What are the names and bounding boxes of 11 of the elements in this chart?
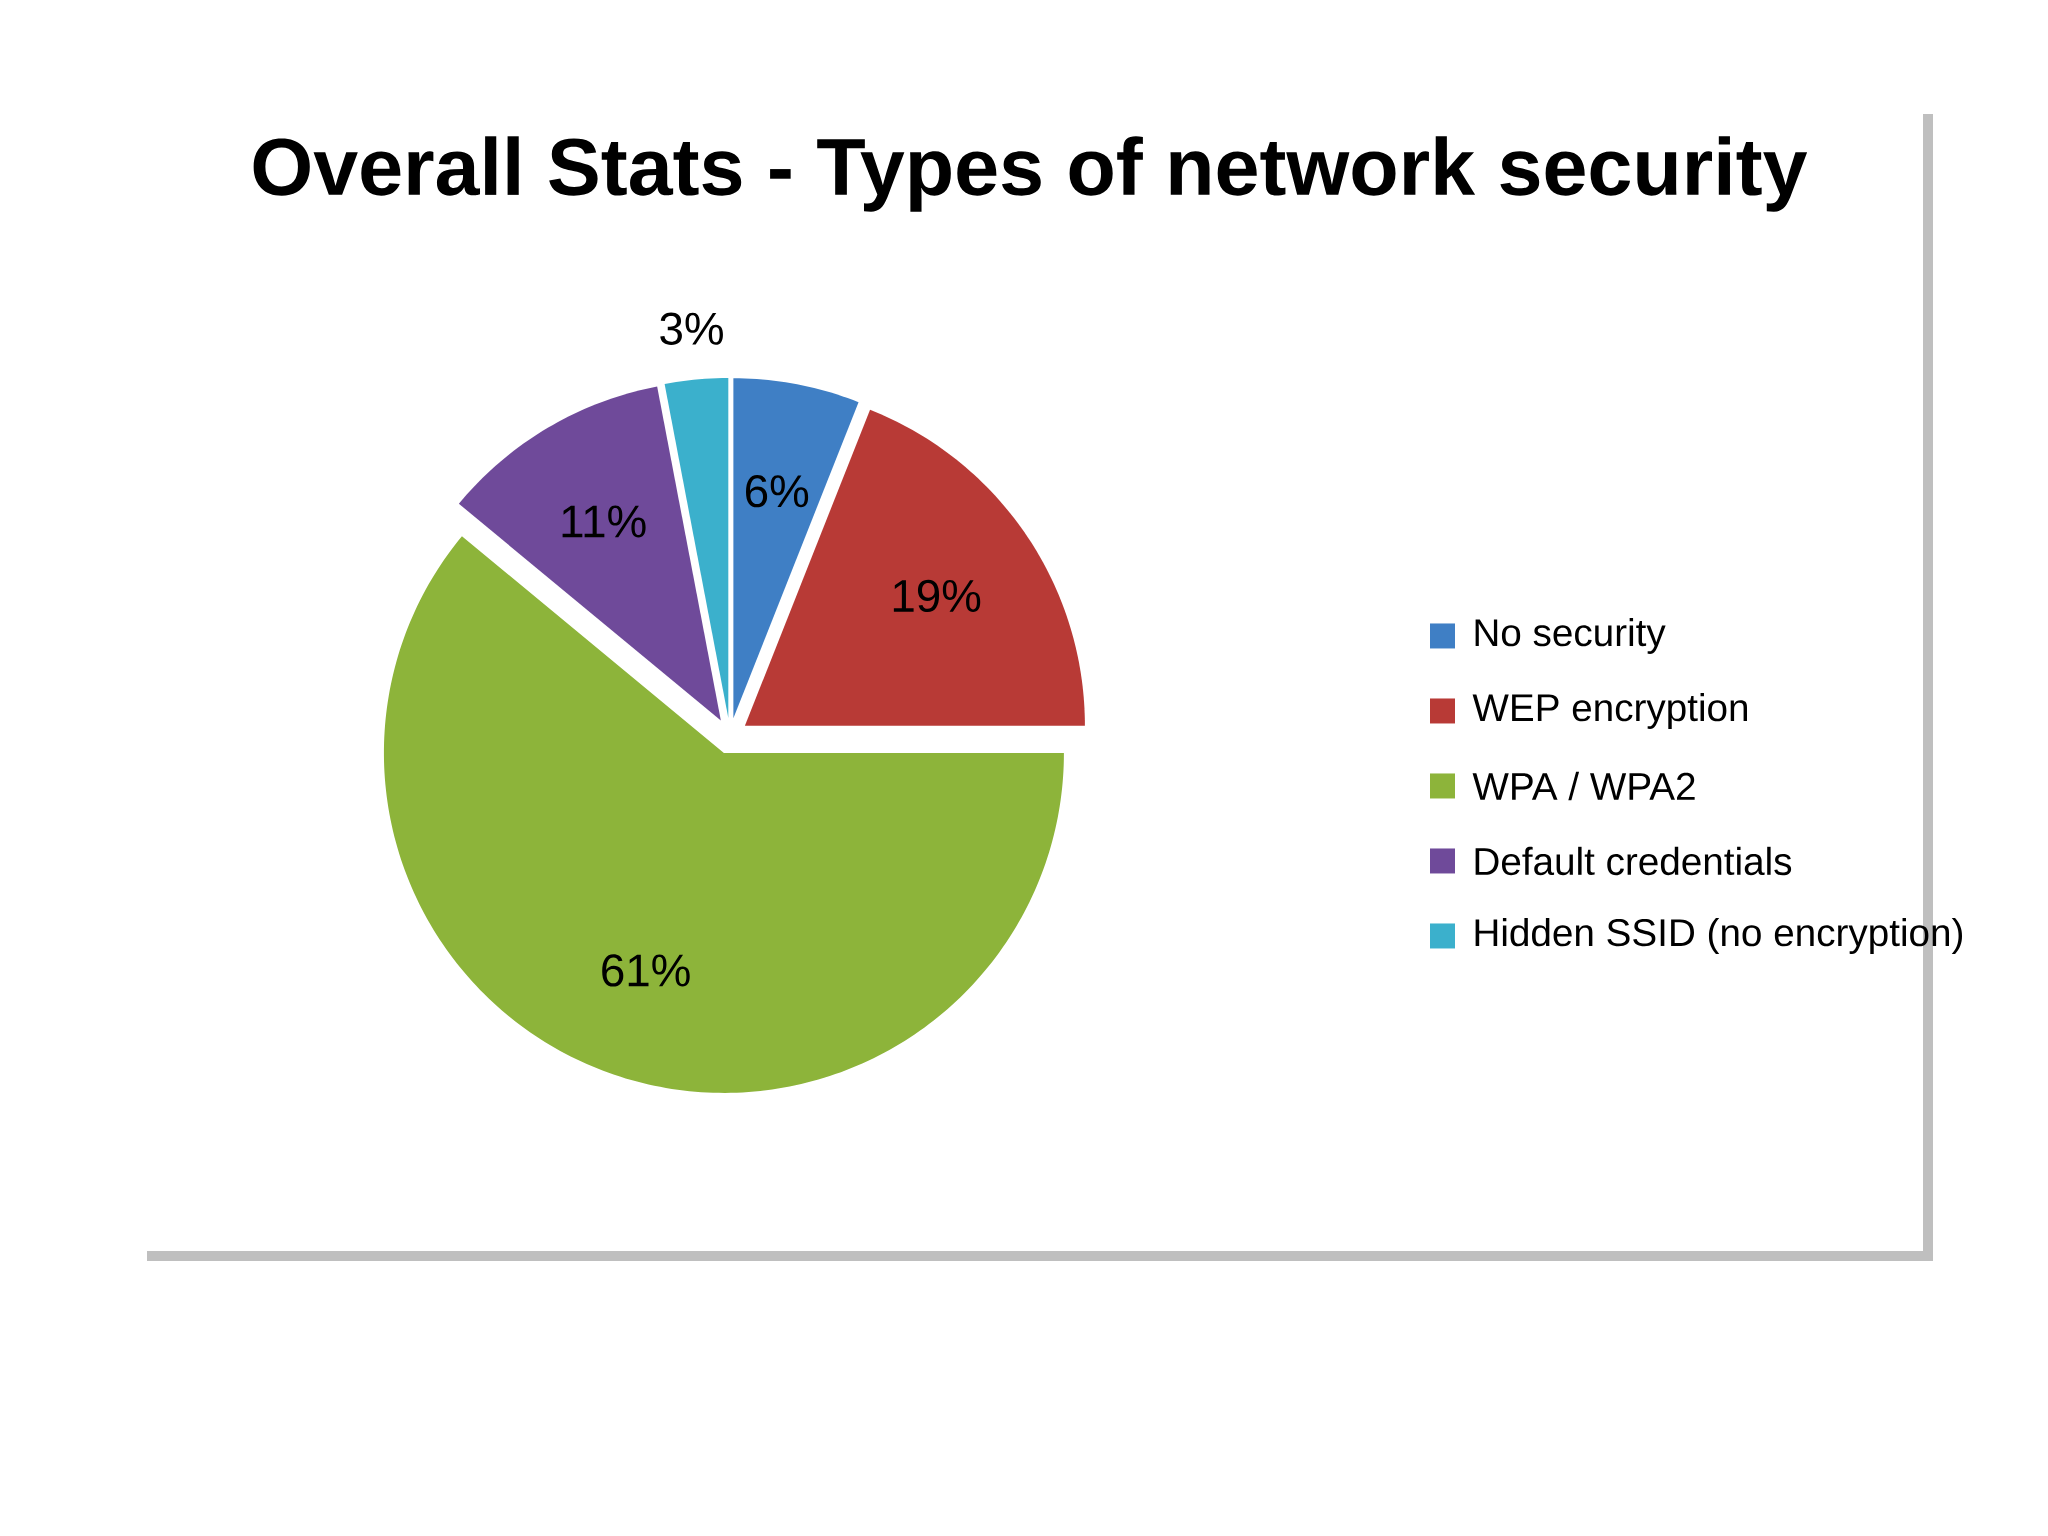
data-label: 61% [602,954,690,987]
data-label: 19% [893,579,981,613]
legend-label: Hidden SSID (no encryption) [1475,917,1962,954]
data-label: 11% [562,505,646,538]
legend-label: No security [1475,617,1666,654]
data-label: 3% [660,312,723,345]
chart-title: Overall Stats - Types of network security [253,136,1808,212]
data-label: 6% [746,475,809,508]
legend-label: WPA / WPA2 [1472,771,1695,801]
legend-label: Default credentials [1475,846,1792,876]
legend-label: WEP encryption [1472,692,1747,729]
